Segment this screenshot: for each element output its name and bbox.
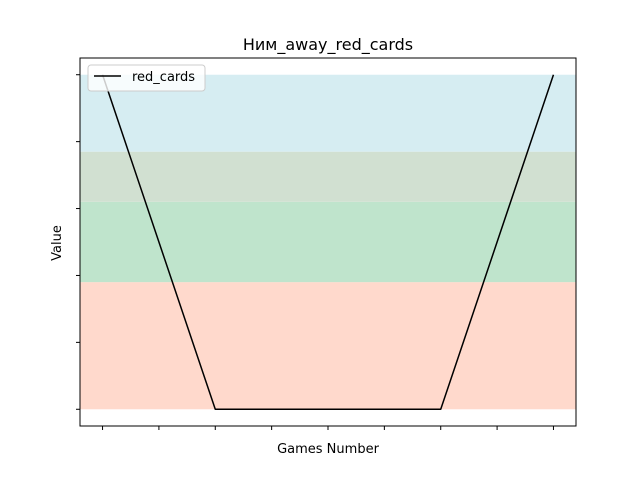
x-axis-label: Games Number (277, 442, 379, 457)
band-1 (80, 201, 576, 283)
band-2 (80, 151, 576, 202)
x-ticks (102, 426, 554, 430)
legend-label: red_cards (132, 70, 195, 85)
legend-box (87, 64, 206, 92)
band-0 (80, 282, 576, 410)
chart-title: Ним_away_red_cards (243, 35, 413, 55)
y-ticks (76, 74, 80, 410)
series-line-red-cards (101, 74, 555, 411)
legend: red_cards (87, 64, 206, 92)
y-axis-label: Value (50, 225, 65, 261)
background-bands (80, 74, 576, 410)
